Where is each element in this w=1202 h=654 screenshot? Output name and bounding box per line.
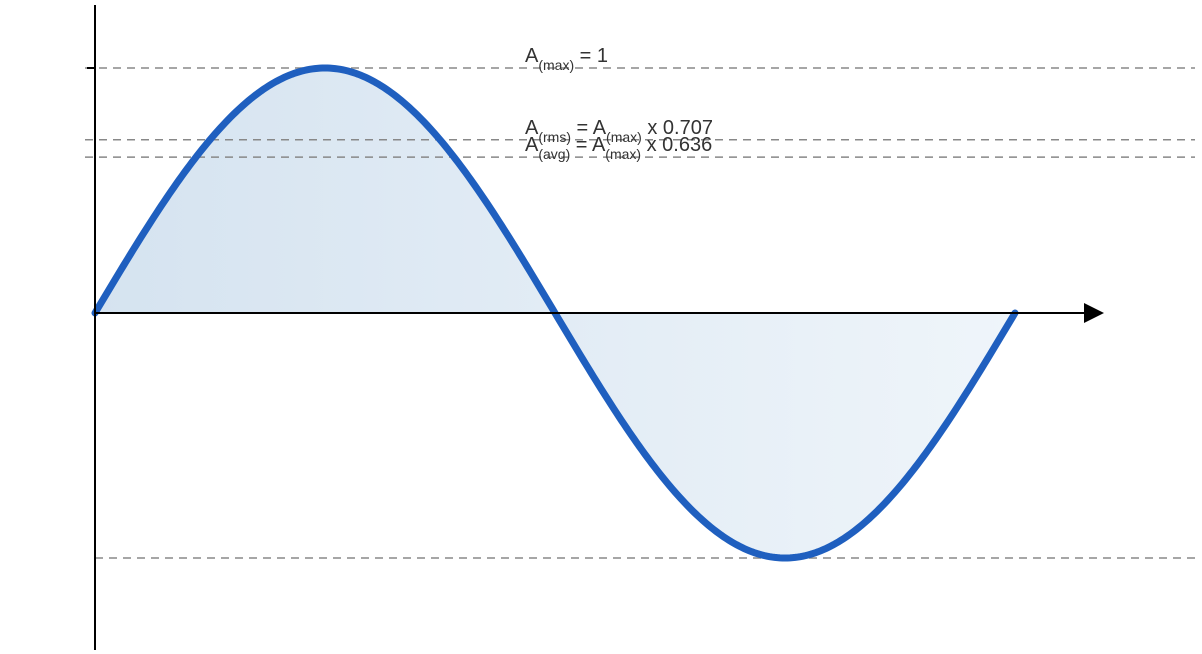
guideline-label-0: A(max) = 1 <box>525 45 608 73</box>
